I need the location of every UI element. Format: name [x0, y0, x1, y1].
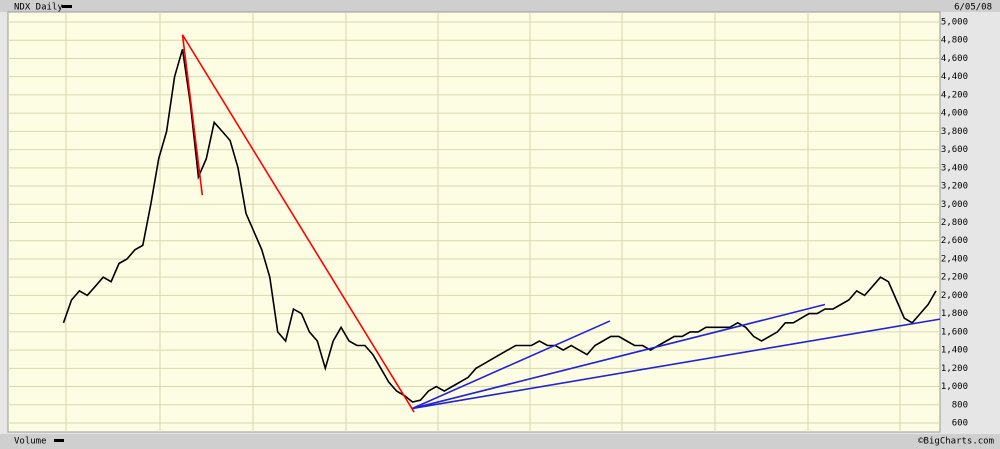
- title-icon: [62, 5, 72, 8]
- trendline: [412, 303, 826, 410]
- trendline: [181, 34, 204, 196]
- y-tick-label: 2,200: [941, 273, 968, 283]
- y-tick-label: 2,600: [941, 236, 968, 246]
- y-tick-label: 4,400: [941, 72, 968, 82]
- y-tick-label: 1,600: [941, 327, 968, 337]
- trendline: [412, 320, 611, 410]
- y-tick-label: 3,200: [941, 182, 968, 192]
- date-label: 6/05/08: [954, 3, 992, 13]
- credit: ©BigCharts.com: [918, 437, 994, 447]
- trendline: [181, 34, 415, 413]
- top-bar: [0, 0, 1000, 12]
- bottom-bar: [0, 434, 1000, 449]
- y-tick-label: 3,000: [941, 200, 968, 210]
- price-line: [62, 49, 937, 403]
- y-tick-label: 3,600: [941, 145, 968, 155]
- trendline: [412, 318, 941, 410]
- y-tick-label: 1,200: [941, 364, 968, 374]
- y-tick-label: 4,800: [941, 36, 968, 46]
- lower-panel-label: Volume: [14, 437, 47, 447]
- y-tick-label: 3,800: [941, 127, 968, 137]
- y-tick-label: 2,800: [941, 218, 968, 228]
- y-tick-label: 1,400: [941, 346, 968, 356]
- y-tick-label: 2,400: [941, 254, 968, 264]
- y-tick-label: 4,000: [941, 109, 968, 119]
- y-tick-label: 5,000: [941, 18, 968, 28]
- y-tick-label: 600: [952, 419, 968, 429]
- chart-title: NDX Daily: [14, 3, 63, 13]
- y-tick-label: 800: [952, 400, 968, 410]
- y-tick-label: 4,600: [941, 54, 968, 64]
- y-tick-label: 3,400: [941, 163, 968, 173]
- y-tick-label: 1,000: [941, 382, 968, 392]
- y-tick-label: 2,000: [941, 291, 968, 301]
- y-tick-label: 1,800: [941, 309, 968, 319]
- y-tick-label: 4,200: [941, 90, 968, 100]
- volume-icon: [54, 439, 64, 442]
